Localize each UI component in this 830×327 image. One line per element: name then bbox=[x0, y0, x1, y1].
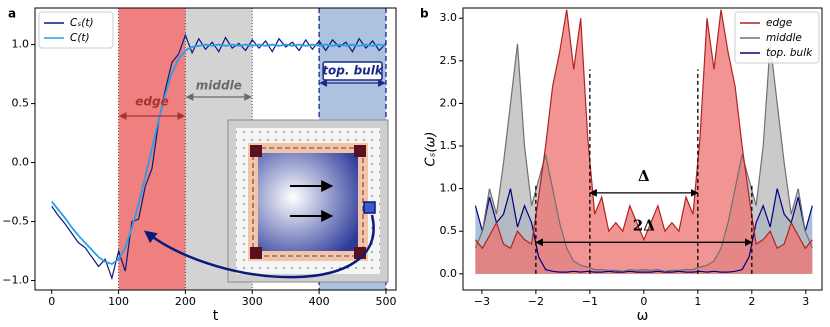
legend-label: C(t) bbox=[70, 32, 90, 44]
y-tick-label: −1.0 bbox=[2, 274, 29, 287]
x-tick-label: 2 bbox=[748, 295, 755, 308]
x-tick-label: 500 bbox=[375, 295, 396, 308]
corner bbox=[250, 247, 262, 259]
panel-label: a bbox=[8, 7, 16, 21]
y-tick-label: 1.5 bbox=[440, 139, 458, 152]
series-area bbox=[475, 9, 813, 274]
y-tick-label: 0.0 bbox=[440, 267, 458, 280]
series-line bbox=[474, 188, 813, 273]
x-tick-label: 400 bbox=[309, 295, 330, 308]
legend-label: Cₛ(t) bbox=[70, 17, 94, 29]
x-tick-label: 200 bbox=[175, 295, 196, 308]
y-tick-label: 0.5 bbox=[440, 224, 458, 237]
x-tick-label: 3 bbox=[802, 295, 809, 308]
y-tick-label: −0.5 bbox=[2, 215, 29, 228]
x-tick-label: −3 bbox=[474, 295, 490, 308]
legend-label: middle bbox=[766, 32, 802, 44]
x-axis-label: t bbox=[213, 308, 219, 324]
y-tick-label: 0.5 bbox=[12, 97, 30, 110]
series-line bbox=[51, 33, 387, 281]
y-tick-label: 0.0 bbox=[12, 156, 30, 169]
probe-arrow bbox=[144, 214, 375, 279]
panel-label: b bbox=[420, 7, 429, 21]
x-axis-label: ω bbox=[637, 308, 649, 324]
plots: 0 100 200 300 400 500 1.0 0.5 0.0 −0.5 −1.0 edge mid… bbox=[2, 7, 823, 324]
x-tick-label: 0 bbox=[48, 295, 55, 308]
y-tick-label: 2.5 bbox=[440, 54, 458, 67]
axes-frame bbox=[462, 7, 823, 291]
y-tick-label: 3.0 bbox=[440, 11, 458, 24]
probe-site bbox=[363, 201, 376, 214]
gap-label: Δ bbox=[638, 167, 650, 185]
series-line bbox=[50, 43, 387, 266]
corner bbox=[250, 145, 262, 157]
x-tick-label: 1 bbox=[694, 295, 701, 308]
x-tick-label: −2 bbox=[528, 295, 544, 308]
inset-lattice bbox=[144, 119, 389, 283]
legend-box bbox=[734, 11, 820, 64]
y-tick-label: 1.0 bbox=[12, 38, 30, 51]
y-tick-label: 1.0 bbox=[440, 182, 458, 195]
inset-boundary bbox=[252, 147, 364, 257]
y-axis-label: Cₛ(ω) bbox=[424, 132, 439, 167]
x-tick-label: 100 bbox=[108, 295, 129, 308]
y-tick-label: 2.0 bbox=[440, 96, 458, 109]
series-line bbox=[474, 43, 813, 272]
region-label: edge bbox=[135, 95, 168, 109]
inset-bulk bbox=[258, 153, 358, 251]
axes-frame bbox=[34, 7, 397, 291]
x-tick-label: 300 bbox=[242, 295, 263, 308]
region-label: middle bbox=[196, 79, 242, 93]
corner bbox=[354, 145, 366, 157]
region-label: top. bulk bbox=[322, 64, 384, 78]
gap-label: 2Δ bbox=[633, 216, 655, 234]
legend-box bbox=[38, 11, 114, 49]
legend-label: edge bbox=[766, 17, 792, 29]
x-tick-label: −1 bbox=[582, 295, 598, 308]
legend-label: top. bulk bbox=[766, 47, 813, 59]
x-tick-label: 0 bbox=[640, 295, 647, 308]
